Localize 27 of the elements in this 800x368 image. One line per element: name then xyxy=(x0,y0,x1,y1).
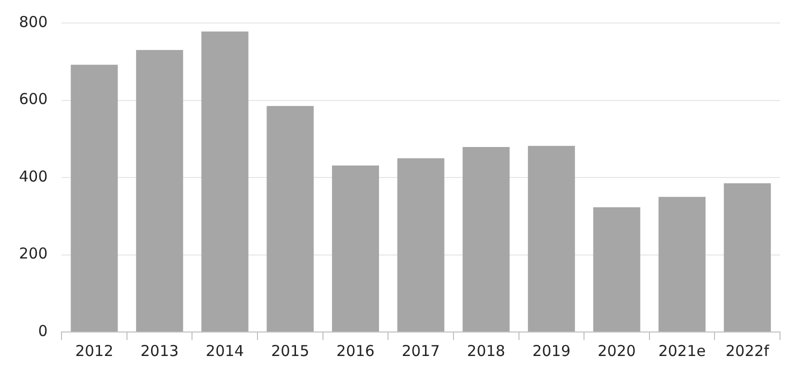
x-tick-label: 2017 xyxy=(402,342,440,360)
bar xyxy=(724,183,771,332)
x-tick-label: 2014 xyxy=(206,342,244,360)
bar xyxy=(397,158,444,332)
y-tick-label: 800 xyxy=(18,12,48,31)
x-tick-label: 2016 xyxy=(336,342,375,360)
x-tick-label: 2018 xyxy=(467,342,506,360)
x-tick-label: 2015 xyxy=(271,342,310,360)
bar xyxy=(70,64,118,332)
x-tick-label: 2021e xyxy=(658,342,706,360)
x-tick-label: 2012 xyxy=(75,342,114,360)
y-tick-label: 600 xyxy=(18,90,48,108)
x-tick-label: 2013 xyxy=(140,342,179,360)
y-tick-label: 400 xyxy=(18,167,48,186)
x-tick-label: 2020 xyxy=(598,342,636,360)
bar xyxy=(528,146,575,332)
bar xyxy=(332,166,380,332)
y-tick-label: 200 xyxy=(18,244,48,263)
x-tick-label: 2019 xyxy=(532,342,571,360)
bar xyxy=(266,106,314,332)
y-tick-label: 0 xyxy=(38,322,48,340)
bar xyxy=(462,146,510,332)
bar xyxy=(593,207,640,332)
bar xyxy=(658,196,706,332)
bar xyxy=(201,32,248,332)
x-tick-label: 2022f xyxy=(726,342,770,360)
bar xyxy=(136,50,184,332)
